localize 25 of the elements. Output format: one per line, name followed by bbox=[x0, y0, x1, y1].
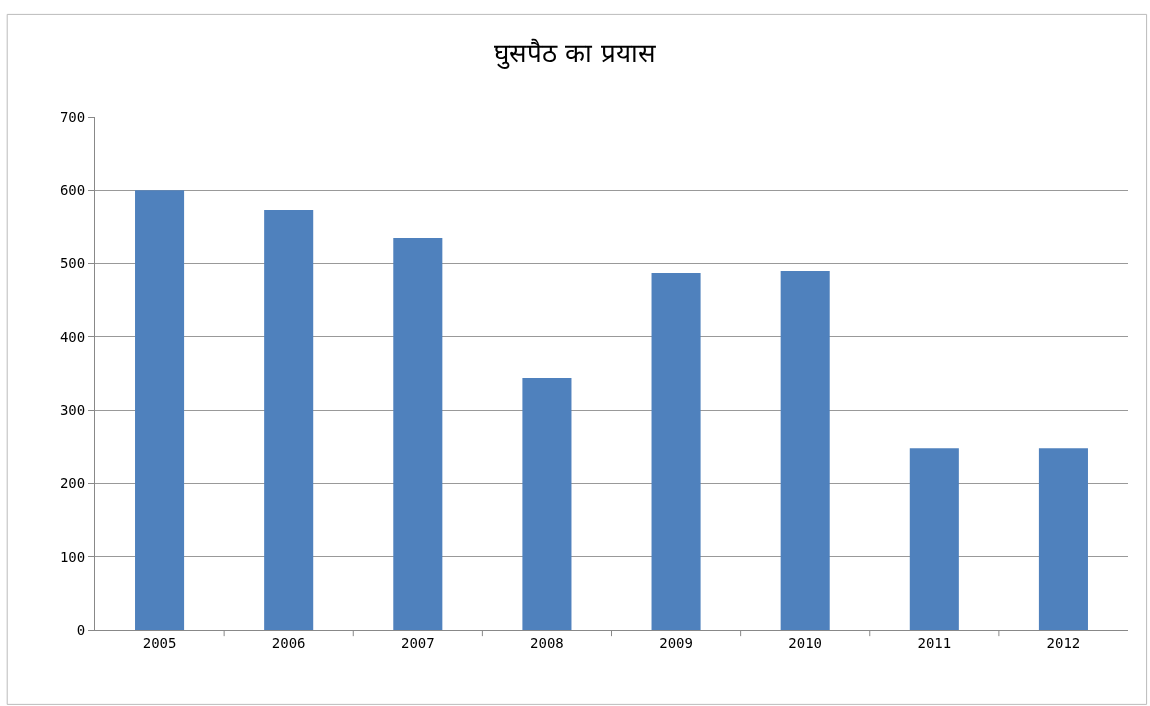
y-tick-label: 600 bbox=[59, 182, 86, 199]
x-tick-label: 2012 bbox=[1046, 634, 1081, 651]
x-tick-label: 2008 bbox=[530, 634, 564, 651]
y-tick-label: 400 bbox=[59, 328, 86, 345]
x-tick-label: 2009 bbox=[659, 634, 693, 651]
bar bbox=[651, 273, 701, 630]
x-tick-label: 2011 bbox=[917, 634, 952, 651]
y-tick-label: 200 bbox=[59, 475, 86, 492]
x-tick-label: 2010 bbox=[788, 634, 823, 651]
chart-title: घुसपैठ का प्रयास bbox=[494, 38, 656, 70]
bar bbox=[522, 377, 572, 630]
bar bbox=[264, 210, 314, 630]
y-tick-label: 500 bbox=[59, 255, 86, 272]
bar bbox=[393, 237, 443, 630]
x-tick-label: 2006 bbox=[271, 634, 306, 651]
bar bbox=[135, 190, 185, 630]
bar bbox=[1038, 448, 1088, 630]
y-tick-label: 0 bbox=[76, 621, 86, 638]
bar bbox=[909, 448, 959, 630]
y-tick-label: 100 bbox=[59, 548, 86, 565]
x-tick-label: 2007 bbox=[400, 634, 435, 651]
y-tick-label: 300 bbox=[59, 402, 86, 419]
bar bbox=[780, 270, 830, 630]
y-tick-label: 700 bbox=[59, 108, 86, 125]
x-tick-label: 2005 bbox=[142, 634, 177, 651]
